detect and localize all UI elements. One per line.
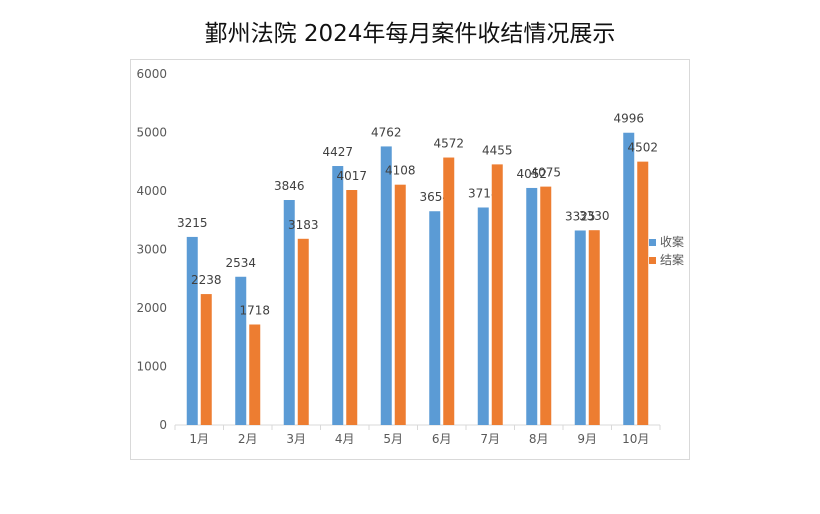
x-tick-label: 4月 [335, 432, 355, 446]
bar-closed [249, 324, 261, 425]
bar-closed [443, 157, 455, 425]
chart-plot: 0 1000 2000 3000 4000 5000 6000 1月 2月 3月 4月 5月 6月 7月 8… [136, 67, 684, 446]
x-tick-label: 5月 [383, 432, 403, 446]
data-label: 4052 [516, 167, 547, 181]
legend-label: 收案 [660, 234, 684, 249]
bar-closed [588, 230, 600, 425]
bar-received [526, 187, 538, 425]
data-label: 4996 [613, 112, 644, 126]
y-tick-label: 1000 [136, 360, 167, 374]
data-label: 4762 [371, 125, 402, 139]
x-tick-label: 7月 [480, 432, 500, 446]
data-label: 3654 [419, 190, 450, 204]
data-label: 4455 [482, 143, 513, 157]
legend-label: 结案 [660, 252, 684, 267]
bar-received [477, 207, 489, 425]
data-label: 4572 [433, 137, 464, 151]
data-label: 3846 [274, 179, 305, 193]
data-label: 4075 [530, 166, 561, 180]
legend-swatch [649, 239, 656, 246]
data-label: 4108 [385, 164, 416, 178]
data-label: 3330 [579, 209, 610, 223]
y-tick-label: 0 [159, 418, 167, 432]
y-tick-label: 5000 [136, 126, 167, 140]
x-tick-label: 8月 [529, 432, 549, 446]
x-tick-label: 2月 [238, 432, 258, 446]
bar-received [283, 200, 295, 425]
y-tick-label: 6000 [136, 67, 167, 81]
data-label: 4502 [627, 141, 658, 155]
bar-received [332, 166, 344, 425]
data-label: 3325 [565, 209, 596, 223]
bar-closed [200, 294, 212, 425]
y-tick-label: 4000 [136, 184, 167, 198]
y-tick-label: 3000 [136, 243, 167, 257]
bar-closed [346, 190, 358, 425]
data-label: 3183 [288, 218, 319, 232]
bar-received [574, 230, 586, 425]
bar-received [380, 146, 392, 425]
y-tick-label: 2000 [136, 301, 167, 315]
x-tick-label: 6月 [432, 432, 452, 446]
bar-received [235, 276, 247, 425]
bar-closed [394, 184, 406, 425]
bar-received [186, 236, 198, 425]
bar-closed [297, 238, 309, 425]
bar-closed [637, 161, 649, 425]
data-label: 1718 [239, 303, 270, 317]
data-label: 2534 [225, 256, 256, 270]
bar-received [623, 132, 635, 425]
x-tick-label: 1月 [189, 432, 209, 446]
x-tick-label: 3月 [286, 432, 306, 446]
data-label: 4427 [322, 145, 353, 159]
bar-closed [540, 186, 552, 425]
data-label: 3718 [468, 186, 499, 200]
bar-received [429, 211, 441, 425]
bar-closed [491, 164, 503, 425]
legend-swatch [649, 257, 656, 264]
chart-title: 鄞州法院 2024年每月案件收结情况展示 [204, 21, 616, 47]
data-label: 3215 [177, 216, 208, 230]
data-label: 2238 [191, 273, 222, 287]
data-label: 4017 [336, 169, 367, 183]
x-tick-label: 9月 [577, 432, 597, 446]
x-tick-label: 10月 [622, 432, 649, 446]
chart-frame: 0 1000 2000 3000 4000 5000 6000 1月 2月 3月 4月 5月 6月 7月 8… [130, 59, 690, 460]
